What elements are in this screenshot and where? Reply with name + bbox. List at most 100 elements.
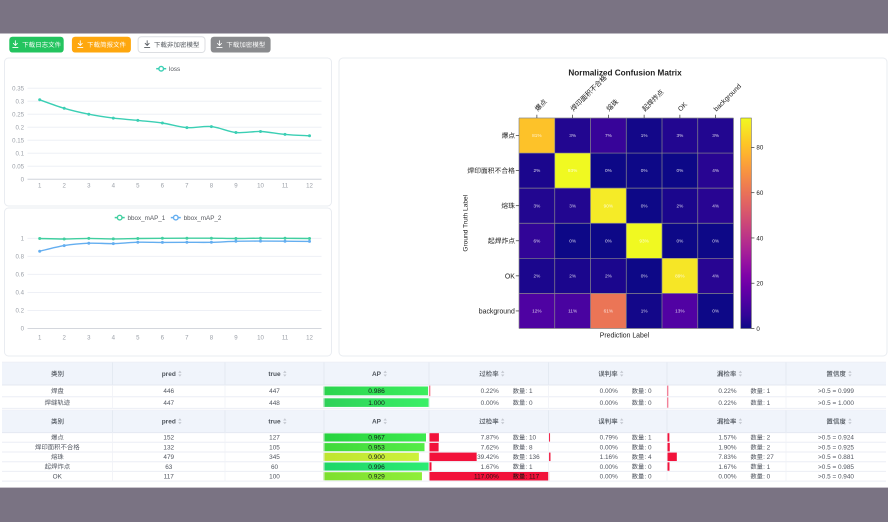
svg-text:10: 10 [257,183,264,190]
svg-text:0.2: 0.2 [16,124,25,131]
svg-text:: 1: : 1 [763,388,771,395]
svg-text:0.986: 0.986 [368,388,385,395]
svg-text:81%: 81% [532,133,541,138]
svg-text:: 0: : 0 [525,400,533,407]
svg-text:: 0: : 0 [644,400,652,407]
svg-text:>0.5 = 0.881: >0.5 = 0.881 [818,454,854,461]
svg-text:0.6: 0.6 [16,272,25,279]
svg-text:: 117: : 117 [525,473,539,480]
svg-text:: 8: : 8 [525,444,533,451]
svg-text:13%: 13% [675,309,684,314]
svg-text:4: 4 [112,334,116,341]
svg-text:12: 12 [306,334,313,341]
svg-text:1.67%: 1.67% [481,464,499,471]
svg-text:0: 0 [21,176,25,183]
svg-text:>0.5 = 0.999: >0.5 = 0.999 [818,388,854,395]
svg-text:1: 1 [21,236,25,243]
svg-text:0.22%: 0.22% [481,388,499,395]
svg-text:20: 20 [756,281,763,288]
svg-text:: 2: : 2 [763,444,771,451]
svg-text:117: 117 [164,473,175,480]
svg-text:Ground Truth Label: Ground Truth Label [462,194,469,251]
svg-text:0.967: 0.967 [368,435,385,442]
svg-text:1.000: 1.000 [368,400,385,407]
svg-text:8: 8 [210,334,214,341]
svg-text:2%: 2% [533,273,540,278]
svg-text:11: 11 [282,334,289,341]
svg-text:: 1: : 1 [763,400,771,407]
svg-text:0.00%: 0.00% [600,464,618,471]
svg-text:5: 5 [136,334,140,341]
svg-text:: 10: : 10 [525,435,536,442]
svg-text:7.83%: 7.83% [718,454,736,461]
svg-text:6: 6 [161,334,165,341]
svg-text:0.3: 0.3 [16,98,25,105]
svg-text:: 1: : 1 [525,388,533,395]
svg-text:>0.5 = 0.940: >0.5 = 0.940 [818,473,854,480]
svg-text:117.00%: 117.00% [474,473,499,480]
svg-text:7: 7 [185,334,189,341]
svg-text:>0.5 = 1.000: >0.5 = 1.000 [818,400,854,407]
svg-text:3%: 3% [569,203,576,208]
svg-text:4: 4 [112,183,116,190]
svg-text:0.8: 0.8 [16,254,25,261]
svg-text:1%: 1% [641,309,648,314]
svg-text:0.00%: 0.00% [600,400,618,407]
svg-text:7.62%: 7.62% [481,444,499,451]
svg-text:3: 3 [87,334,91,341]
svg-text:1.90%: 1.90% [718,444,736,451]
svg-text:bbox_mAP_2: bbox_mAP_2 [184,215,222,222]
svg-text:447: 447 [163,400,174,407]
svg-text:0.4: 0.4 [16,290,25,297]
svg-text:0.2: 0.2 [16,308,25,315]
svg-text:152: 152 [163,435,174,442]
svg-text:0.00%: 0.00% [600,444,618,451]
svg-text:: 4: : 4 [644,454,652,461]
svg-text:9: 9 [234,334,238,341]
svg-text:0.22%: 0.22% [718,388,736,395]
svg-text:0.00%: 0.00% [600,388,618,395]
svg-text:AP: AP [372,371,382,378]
svg-text:: 0: : 0 [644,444,652,451]
svg-text:0.35: 0.35 [12,85,24,92]
svg-text:0: 0 [756,326,760,333]
svg-text:: 1: : 1 [644,435,652,442]
svg-text:60: 60 [756,190,763,197]
svg-text:3%: 3% [533,203,540,208]
svg-text:0%: 0% [605,168,612,173]
svg-text:0%: 0% [712,309,719,314]
svg-text:0%: 0% [569,238,576,243]
svg-text:40: 40 [756,235,763,242]
svg-text:pred: pred [162,419,176,426]
svg-text:2%: 2% [676,203,683,208]
svg-text:: 136: : 136 [525,454,540,461]
svg-text:0%: 0% [641,203,648,208]
svg-text:8: 8 [210,183,214,190]
svg-text:3%: 3% [569,133,576,138]
svg-text:0.15: 0.15 [12,137,24,144]
svg-text:446: 446 [163,388,174,395]
svg-text:6%: 6% [533,238,540,243]
svg-text:0.00%: 0.00% [481,400,499,407]
svg-text:Prediction Label: Prediction Label [600,333,650,340]
svg-text:>0.5 = 0.985: >0.5 = 0.985 [818,464,854,471]
svg-text:0.900: 0.900 [368,454,385,461]
svg-text:0.953: 0.953 [368,444,385,451]
svg-text:0.996: 0.996 [368,464,385,471]
svg-text:7.87%: 7.87% [481,435,499,442]
svg-text:1: 1 [38,183,42,190]
svg-text:4%: 4% [712,273,719,278]
svg-text:90%: 90% [604,203,613,208]
svg-text:0.00%: 0.00% [718,473,736,480]
svg-text:: 1: : 1 [525,464,533,471]
svg-text:61%: 61% [604,309,613,314]
svg-text:2: 2 [63,183,67,190]
svg-text:80: 80 [756,145,763,152]
svg-text:2%: 2% [569,273,576,278]
svg-text:2: 2 [63,334,67,341]
svg-text:background: background [479,308,515,315]
svg-text:0.22%: 0.22% [718,400,736,407]
svg-text:479: 479 [163,454,174,461]
svg-text:1.67%: 1.67% [718,464,736,471]
svg-text:63: 63 [165,464,173,471]
